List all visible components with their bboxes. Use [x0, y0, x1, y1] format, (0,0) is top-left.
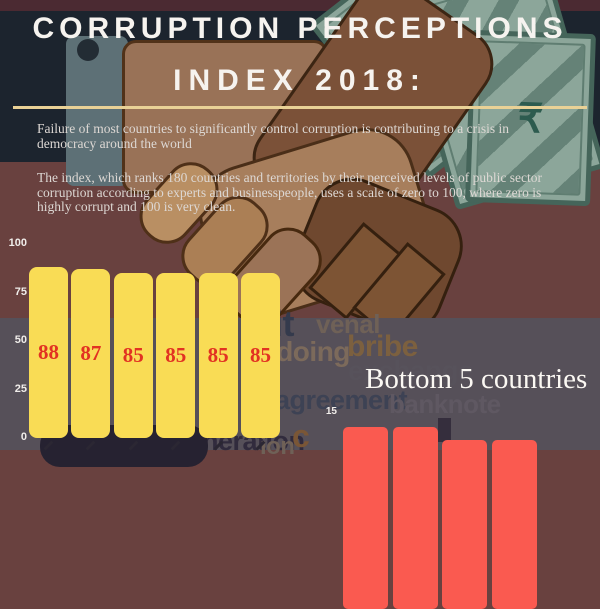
top-chart-bar-value: 88: [38, 340, 59, 365]
left-sleeve: [0, 11, 66, 162]
top-chart-bar: 85: [113, 273, 153, 438]
word-cloud-word: bribe: [347, 330, 418, 363]
top-chart-bar-value: 85: [165, 343, 187, 368]
top-chart-bar-value: 85: [250, 343, 271, 368]
page-title-line1: CORRUPTION PERCEPTIONS: [32, 12, 568, 45]
top-chart-plot: 88 87 85 85 85 85: [29, 244, 281, 438]
top-chart-bar: 88: [29, 267, 68, 438]
top-chart-y-tick-label: 75: [14, 285, 27, 298]
bottom5-chart-bar: [491, 440, 537, 609]
word-cloud-word: banknote: [389, 389, 501, 419]
top-accent-strip: [0, 0, 600, 11]
top-chart-bar-value: 87: [80, 341, 102, 366]
bottom5-y-tick-label: 15: [325, 406, 337, 417]
word-cloud-word: c: [292, 418, 310, 454]
top-chart-bar: 85: [156, 273, 196, 438]
intro-paragraph-2: The index, which ranks 180 countries and…: [37, 170, 542, 214]
top-chart-bar-value: 85: [122, 343, 144, 368]
page-title-line2: INDEX 2018:: [173, 64, 427, 97]
bottom5-plot: [343, 414, 593, 609]
left-shirt-cuff: [66, 36, 128, 186]
bottom5-chart-bar: [392, 427, 438, 609]
top-chart-y-tick-label: 25: [14, 382, 27, 395]
word-cloud-word: exchange: [348, 355, 474, 386]
left-cufflink-icon: [77, 39, 99, 61]
word-cloud-word: venal: [316, 309, 381, 339]
top-chart-bar-value: 85: [207, 343, 229, 368]
bottom5-chart-bar: [442, 440, 487, 609]
top-chart-y-tick-label: 0: [20, 431, 27, 443]
top-chart-y-tick-label: 50: [14, 334, 27, 346]
bottom5-chart-bar: [343, 427, 388, 609]
gold-divider: [13, 106, 587, 109]
top-chart-bar: 87: [71, 269, 111, 438]
word-cloud-word: agreement: [275, 385, 408, 415]
word-cloud-word: ion: [260, 433, 295, 460]
word-cloud-fragment: [438, 418, 451, 442]
top-chart-bar: 85: [198, 273, 238, 438]
bottom5-chart-title: Bottom 5 countries: [365, 363, 588, 395]
intro-paragraph-1: Failure of most countries to significant…: [37, 121, 510, 151]
top-chart-bar: 85: [241, 273, 280, 438]
top-chart-y-tick-label: 100: [8, 237, 27, 249]
